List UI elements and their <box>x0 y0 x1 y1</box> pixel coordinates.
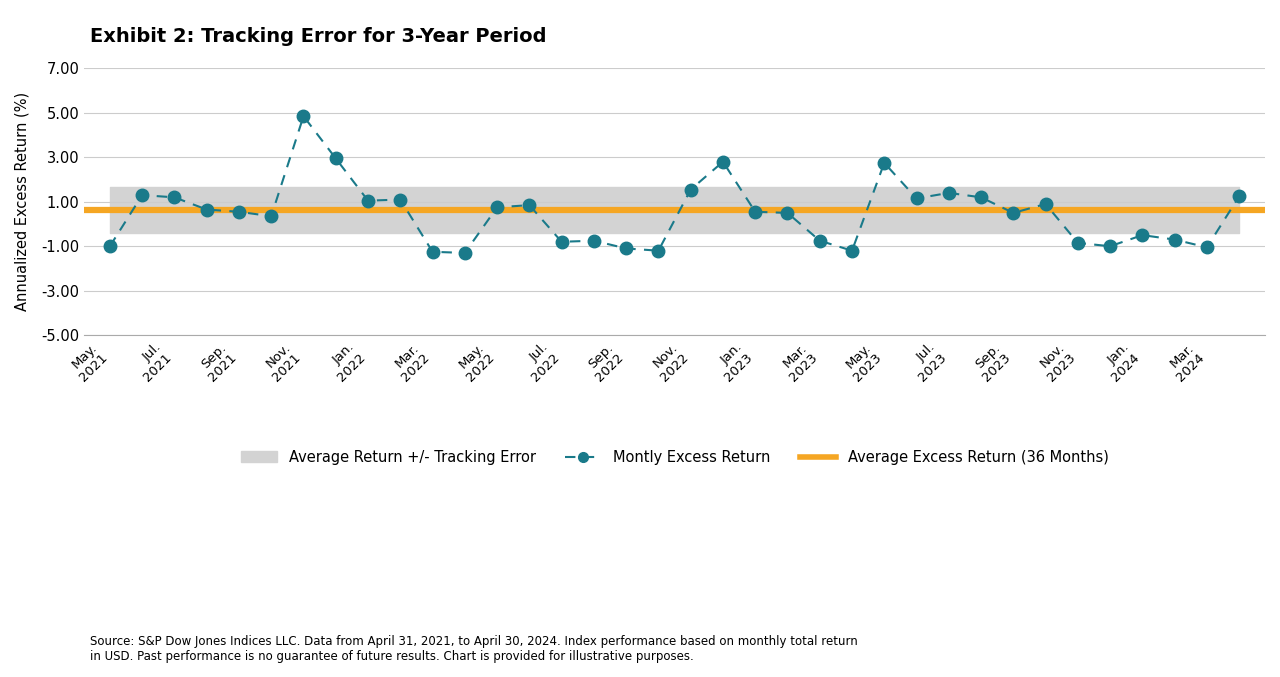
Text: Exhibit 2: Tracking Error for 3-Year Period: Exhibit 2: Tracking Error for 3-Year Per… <box>90 27 547 46</box>
Legend: Average Return +/- Tracking Error, Montly Excess Return, Average Excess Return (: Average Return +/- Tracking Error, Montl… <box>234 444 1115 471</box>
Text: Source: S&P Dow Jones Indices LLC. Data from April 31, 2021, to April 30, 2024. : Source: S&P Dow Jones Indices LLC. Data … <box>90 636 858 663</box>
Y-axis label: Annualized Excess Return (%): Annualized Excess Return (%) <box>15 92 29 311</box>
